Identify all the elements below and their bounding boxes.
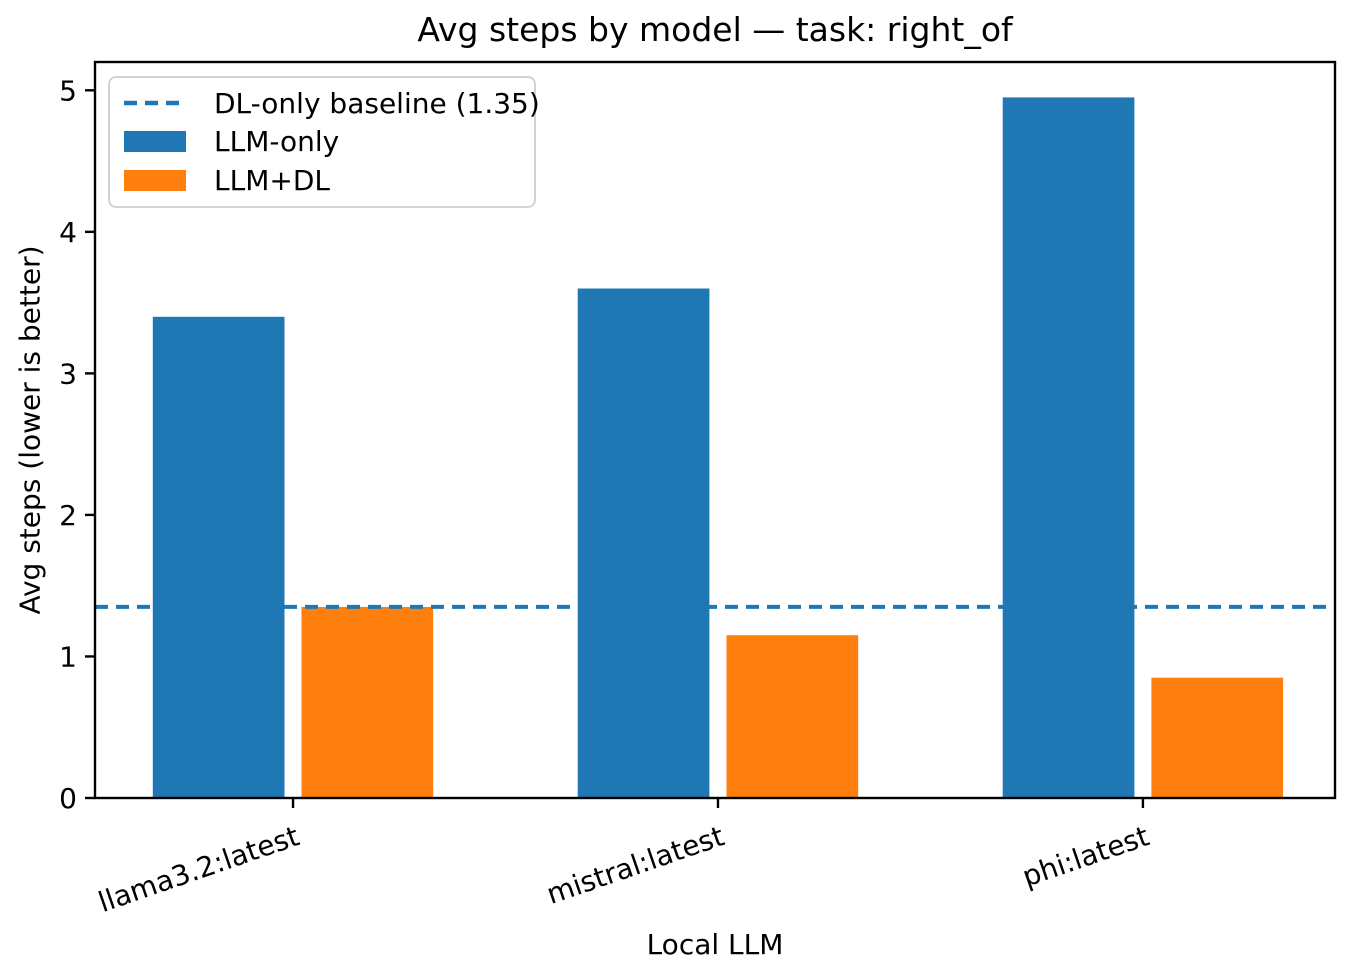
llm-only-swatch xyxy=(124,131,186,153)
bar-llm-dl-mistral-latest xyxy=(726,635,859,798)
y-tick-label-0: 0 xyxy=(59,782,77,815)
y-tick-label-3: 3 xyxy=(59,357,77,390)
legend-item-llm-dl: LLM+DL xyxy=(122,162,522,200)
y-tick-label-4: 4 xyxy=(59,216,77,249)
bar-llm-only-llama3.2-latest xyxy=(152,316,285,798)
bar-llm-only-mistral-latest xyxy=(577,288,710,798)
y-tick-label-5: 5 xyxy=(59,74,77,107)
llm-dl-swatch-wrap xyxy=(124,170,186,192)
y-axis-label: Avg steps (lower is better) xyxy=(13,245,47,615)
dashed-line-swatch-svg xyxy=(124,101,186,106)
y-tick-label-2: 2 xyxy=(59,499,77,532)
bar-llm-dl-llama3.2-latest xyxy=(301,606,434,798)
y-tick-label-1: 1 xyxy=(59,641,77,674)
dashed-line-swatch xyxy=(124,100,186,106)
llm-only-swatch-wrap xyxy=(124,131,186,153)
chart-title: Avg steps by model — task: right_of xyxy=(417,10,1013,49)
legend-item-baseline: DL-only baseline (1.35) xyxy=(122,84,540,122)
legend-label-baseline: DL-only baseline (1.35) xyxy=(214,86,540,120)
legend-label-llm-dl: LLM+DL xyxy=(214,164,330,198)
bar-llm-only-phi-latest xyxy=(1002,97,1135,798)
x-axis-label: Local LLM xyxy=(646,928,784,961)
legend: DL-only baseline (1.35) LLM-only LLM+DL xyxy=(108,76,540,208)
legend-item-llm-only: LLM-only xyxy=(122,123,522,161)
axes-spines xyxy=(93,60,1337,800)
legend-label-llm-only: LLM-only xyxy=(214,125,340,159)
llm-dl-swatch xyxy=(124,170,186,192)
bar-llm-dl-phi-latest xyxy=(1151,677,1284,798)
